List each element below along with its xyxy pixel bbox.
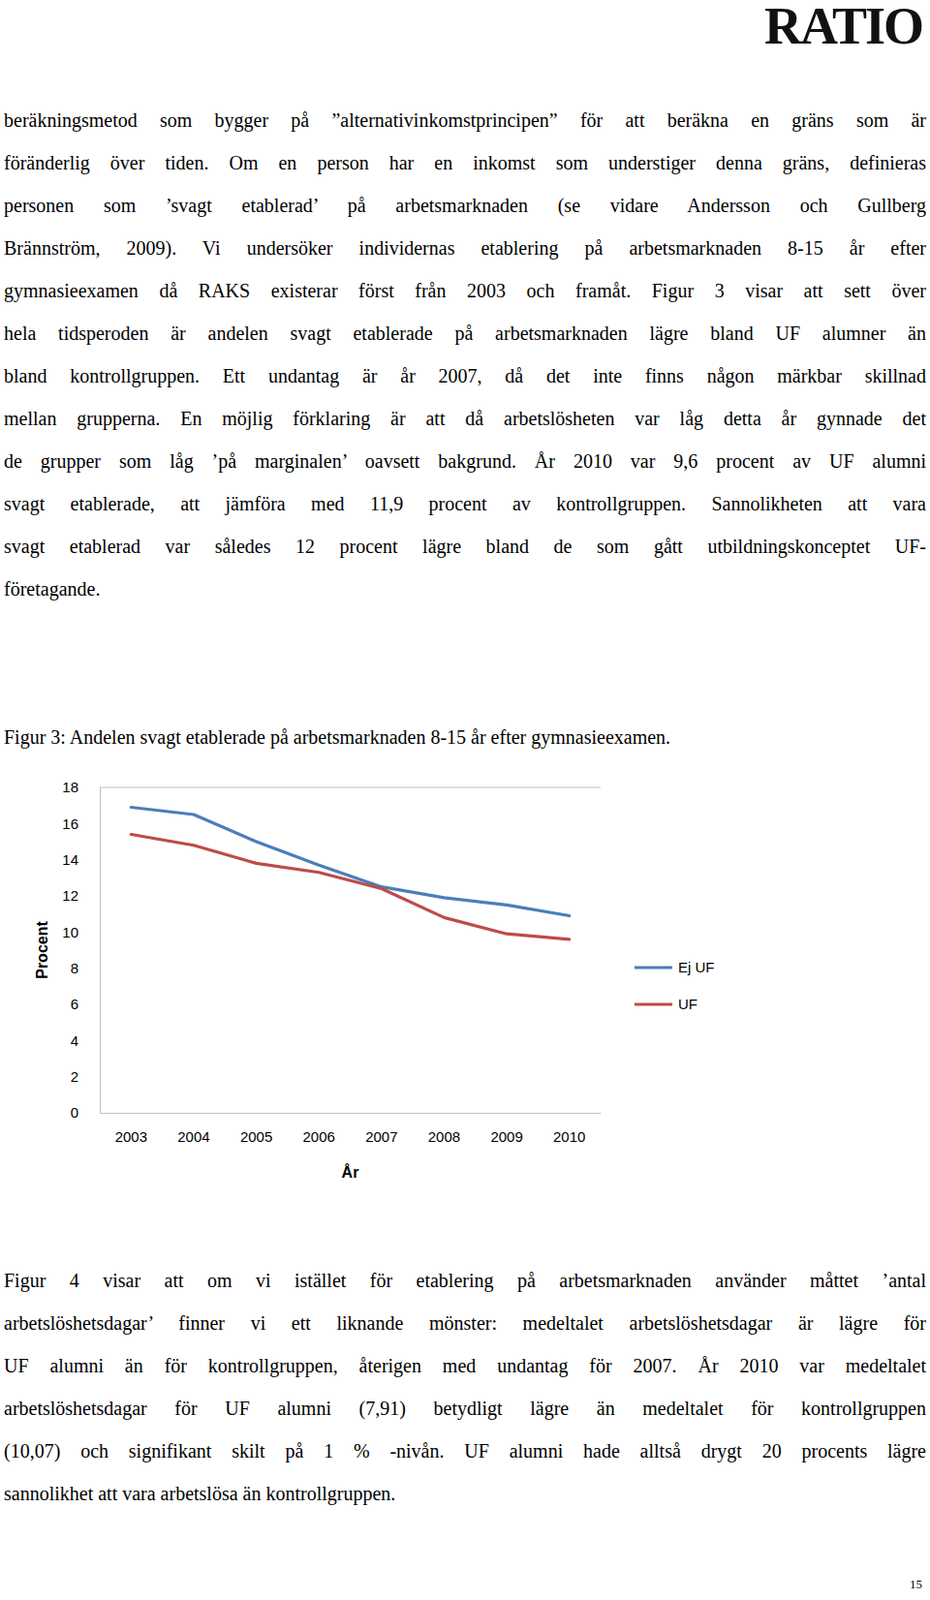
- x-tick-label: 2004: [177, 1128, 210, 1146]
- plot-frame: [99, 787, 601, 789]
- y-tick-label: 4: [70, 1032, 79, 1050]
- text-line: (10,07) och signifikant skilt på 1 % -ni…: [3, 1436, 927, 1466]
- y-tick: 4: [70, 1032, 100, 1050]
- text-line: personen som ’svagt etablerad’ på arbets…: [3, 190, 927, 220]
- y-axis-title: Procent: [33, 921, 51, 980]
- y-tick: 18: [62, 778, 100, 796]
- x-tick: 2008: [428, 1113, 461, 1146]
- x-tick-label: 2008: [428, 1128, 461, 1146]
- text-line: arbetslöshetsdagar’ finner vi ett liknan…: [3, 1308, 927, 1338]
- y-tick-label: 0: [70, 1104, 79, 1121]
- legend-swatch: [634, 1002, 673, 1006]
- text-line: företagande.: [3, 574, 927, 604]
- x-tick-label: 2006: [303, 1128, 336, 1146]
- text-line: hela tidsperoden är andelen svagt etable…: [3, 318, 927, 348]
- legend-swatch: [634, 965, 673, 969]
- text-line: svagt etablerade, att jämföra med 11,9 p…: [3, 489, 927, 519]
- x-tick-label: 2007: [365, 1128, 398, 1146]
- text-line: bland kontrollgruppen. Ett undantag är å…: [3, 361, 927, 391]
- text-line: arbetslöshetsdagar för UF alumni (7,91) …: [3, 1394, 927, 1424]
- x-tick-label: 2005: [240, 1128, 273, 1146]
- y-tick: 2: [70, 1068, 100, 1085]
- x-axis-line: [100, 1113, 602, 1115]
- series-line: [130, 835, 569, 940]
- y-tick: 14: [62, 851, 100, 868]
- x-tick: 2005: [240, 1113, 273, 1146]
- x-tick-label: 2003: [115, 1128, 148, 1146]
- legend: Ej UF UF: [634, 959, 715, 1013]
- logo: RATIO: [764, 0, 923, 57]
- text-line: svagt etablerad var således 12 procent l…: [3, 531, 927, 561]
- y-tick-label: 12: [62, 887, 79, 904]
- y-tick-label: 16: [62, 815, 79, 833]
- y-tick: 8: [70, 960, 100, 977]
- text-line: föränderlig över tiden. Om en person har…: [3, 148, 927, 178]
- text-line: UF alumni än för kontrollgruppen, återig…: [3, 1351, 927, 1381]
- text-line: beräkningsmetod som bygger på ”alternati…: [3, 105, 927, 135]
- y-tick-label: 6: [70, 995, 79, 1013]
- y-axis-line: [99, 788, 101, 1115]
- text-line: de grupper som låg ’på marginalen’ oavse…: [3, 446, 927, 476]
- plot-area: [130, 807, 569, 940]
- x-axis-title: År: [341, 1163, 360, 1181]
- series-line: [130, 807, 569, 917]
- chart: 0246810121416182003200420052006200720082…: [0, 0, 930, 1600]
- x-tick-label: 2009: [490, 1128, 523, 1146]
- y-tick-label: 14: [62, 851, 79, 868]
- legend-label: Ej UF: [678, 959, 715, 976]
- y-axis: 0 2 4 6 8 10 12 14 16 18: [62, 778, 100, 1121]
- y-tick-label: 18: [62, 778, 79, 796]
- y-tick: 0: [70, 1104, 100, 1121]
- text-line: Brännström, 2009). Vi undersöker individ…: [3, 233, 927, 263]
- text-line: Figur 4 visar att om vi istället för eta…: [3, 1266, 927, 1296]
- y-tick: 10: [62, 924, 100, 941]
- x-axis: 2003 2004 2005 2006 2007 2008 2009 2010: [100, 1113, 602, 1146]
- y-tick: 16: [62, 815, 100, 833]
- y-tick: 12: [62, 887, 100, 904]
- x-tick-label: 2010: [553, 1128, 586, 1146]
- text-line: gymnasieexamen då RAKS existerar först f…: [3, 276, 927, 306]
- text-line: sannolikhet att vara arbetslösa än kontr…: [3, 1479, 927, 1509]
- y-tick-label: 8: [70, 960, 79, 977]
- x-tick: 2009: [490, 1113, 523, 1146]
- x-tick: 2010: [553, 1113, 586, 1146]
- y-tick-label: 2: [70, 1068, 79, 1085]
- x-tick: 2006: [303, 1113, 336, 1146]
- text-line: mellan grupperna. En möjlig förklaring ä…: [3, 403, 927, 434]
- y-tick: 6: [70, 995, 100, 1013]
- x-tick: 2007: [365, 1113, 398, 1146]
- figure-caption: Figur 3: Andelen svagt etablerade på arb…: [3, 722, 927, 752]
- legend-label: UF: [678, 995, 698, 1013]
- x-tick: 2004: [177, 1113, 210, 1146]
- y-tick-label: 10: [62, 924, 79, 941]
- x-tick: 2003: [115, 1113, 148, 1146]
- page: RATIO beräkningsmetod som bygger på ”alte…: [0, 0, 930, 1600]
- page-number: 15: [909, 1577, 923, 1593]
